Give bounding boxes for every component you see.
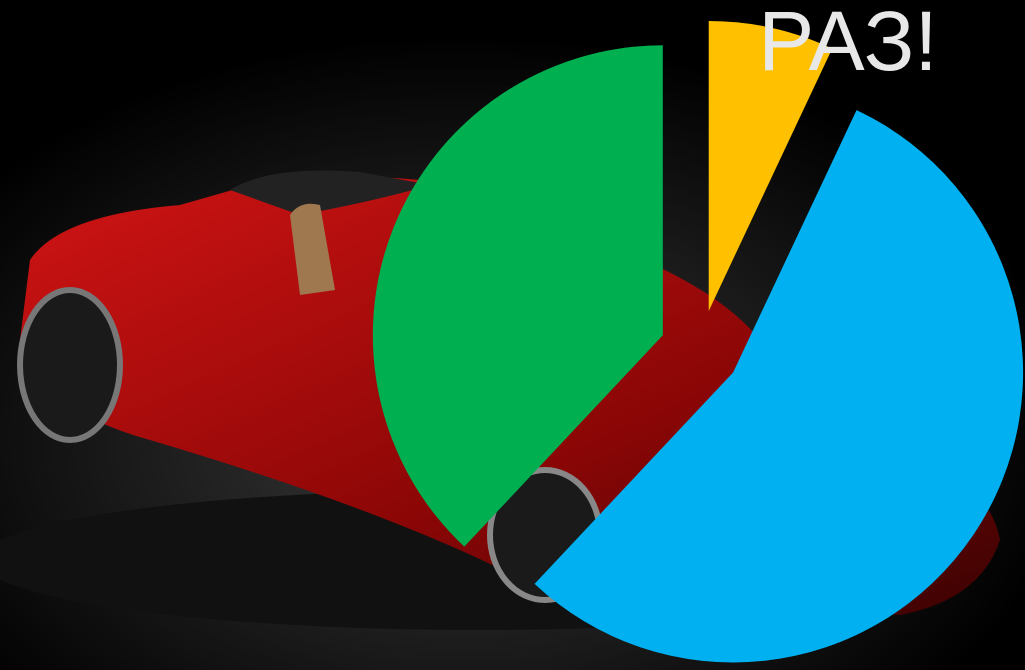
- pie-slice: [372, 45, 663, 547]
- chart-title: РАЗ!: [758, 0, 938, 88]
- pie-chart: [372, 20, 1024, 663]
- pie-slice: [708, 20, 833, 311]
- pie-slice: [534, 110, 1024, 663]
